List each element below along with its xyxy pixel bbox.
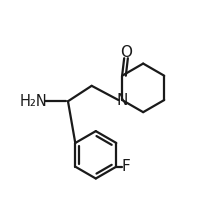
Text: F: F [122,159,131,174]
Text: H₂N: H₂N [20,94,48,109]
Text: N: N [116,92,128,108]
Text: O: O [120,45,132,60]
